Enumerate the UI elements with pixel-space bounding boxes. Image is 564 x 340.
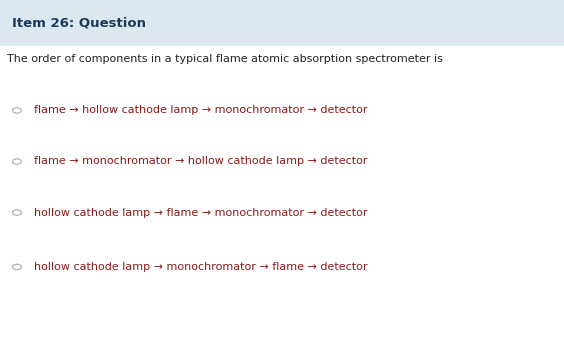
Text: flame → hollow cathode lamp → monochromator → detector: flame → hollow cathode lamp → monochroma… [34,105,367,116]
FancyBboxPatch shape [0,0,564,46]
Text: hollow cathode lamp → flame → monochromator → detector: hollow cathode lamp → flame → monochroma… [34,207,367,218]
Text: The order of components in a typical flame atomic absorption spectrometer is: The order of components in a typical fla… [7,54,443,65]
Text: hollow cathode lamp → monochromator → flame → detector: hollow cathode lamp → monochromator → fl… [34,262,367,272]
Text: flame → monochromator → hollow cathode lamp → detector: flame → monochromator → hollow cathode l… [34,156,367,167]
Text: Item 26: Question: Item 26: Question [12,16,147,30]
